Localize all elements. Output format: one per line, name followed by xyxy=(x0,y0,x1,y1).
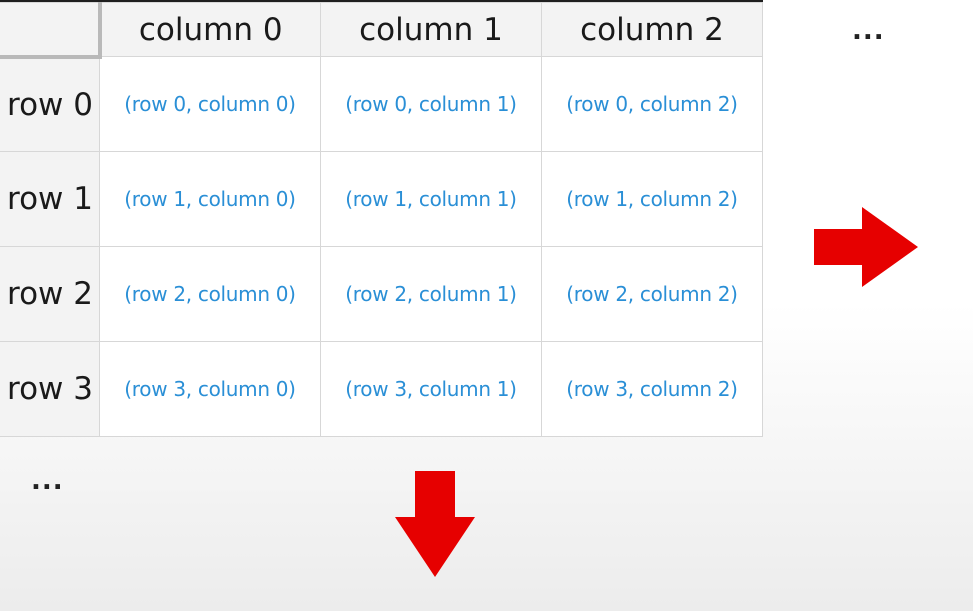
table-row: row 1 (row 1, column 0) (row 1, column 1… xyxy=(0,151,763,247)
row-header-0: row 0 xyxy=(0,56,100,152)
arrow-down-shape xyxy=(395,471,475,577)
cell-r3-c0: (row 3, column 0) xyxy=(99,341,321,437)
arrow-right-icon xyxy=(814,207,918,287)
cell-r1-c1: (row 1, column 1) xyxy=(320,151,542,247)
cell-r0-c0: (row 0, column 0) xyxy=(99,56,321,152)
column-header-0: column 0 xyxy=(99,2,321,57)
cell-r1-c0: (row 1, column 0) xyxy=(99,151,321,247)
cell-r2-c0: (row 2, column 0) xyxy=(99,246,321,342)
arrow-down-icon xyxy=(395,471,475,577)
cell-r0-c2: (row 0, column 2) xyxy=(541,56,763,152)
arrow-right-shape xyxy=(814,207,918,287)
more-rows-ellipsis: ... xyxy=(31,466,64,496)
column-header-1: column 1 xyxy=(320,2,542,57)
cell-r3-c1: (row 3, column 1) xyxy=(320,341,542,437)
cell-r2-c1: (row 2, column 1) xyxy=(320,246,542,342)
row-header-3: row 3 xyxy=(0,341,100,437)
column-header-2: column 2 xyxy=(541,2,763,57)
header-row: column 0 column 1 column 2 xyxy=(0,2,763,59)
table-row: row 3 (row 3, column 0) (row 3, column 1… xyxy=(0,341,763,437)
more-columns-ellipsis: ... xyxy=(852,16,885,46)
cell-r1-c2: (row 1, column 2) xyxy=(541,151,763,247)
cell-r2-c2: (row 2, column 2) xyxy=(541,246,763,342)
table-row: row 0 (row 0, column 0) (row 0, column 1… xyxy=(0,56,763,152)
bottom-area xyxy=(0,433,973,611)
cell-r3-c2: (row 3, column 2) xyxy=(541,341,763,437)
cell-r0-c1: (row 0, column 1) xyxy=(320,56,542,152)
corner-cell xyxy=(0,2,102,59)
data-grid: column 0 column 1 column 2 row 0 (row 0,… xyxy=(0,2,763,437)
row-header-1: row 1 xyxy=(0,151,100,247)
table-row: row 2 (row 2, column 0) (row 2, column 1… xyxy=(0,246,763,342)
row-header-2: row 2 xyxy=(0,246,100,342)
